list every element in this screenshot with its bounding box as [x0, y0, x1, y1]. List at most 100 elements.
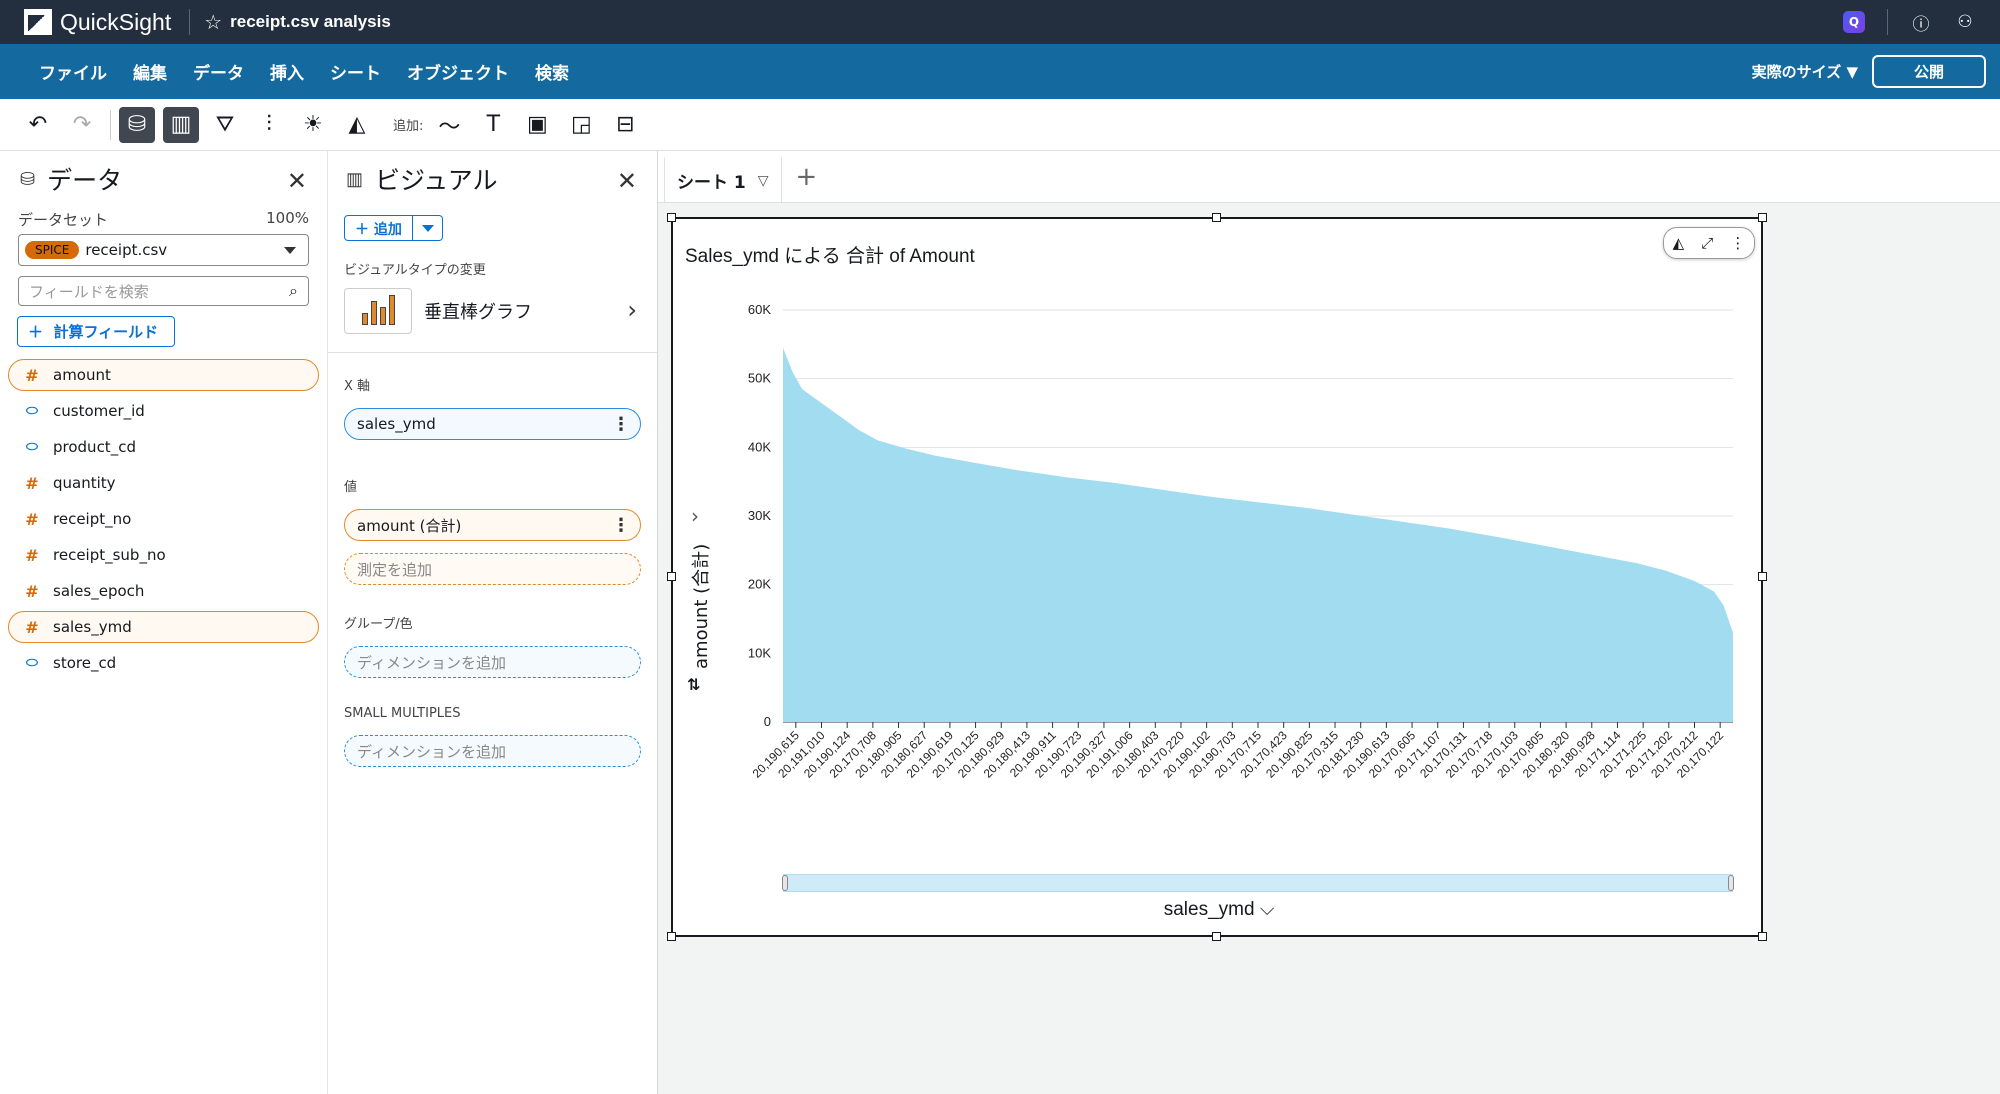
visual-container[interactable]: Sales_ymd による 合計 of Amount ◭ ⤢ ⋮ › amoun…	[671, 217, 1763, 937]
insight-add-icon[interactable]: ◲	[570, 112, 592, 137]
field-item-sales-ymd[interactable]: # sales_ymd	[8, 611, 319, 643]
x-axis-title[interactable]: sales_ymd ⌵	[673, 899, 1765, 921]
resize-handle[interactable]	[1212, 213, 1221, 222]
chevron-down-icon[interactable]: ▽	[757, 172, 769, 189]
redo-icon[interactable]: ↷	[72, 112, 92, 137]
field-item-amount[interactable]: # amount	[8, 359, 319, 391]
field-item-sales-epoch[interactable]: # sales_epoch	[8, 575, 319, 607]
y-tick-label: 10K	[748, 645, 771, 660]
field-label: receipt_no	[53, 510, 132, 528]
menu-item[interactable]: シート	[330, 64, 381, 84]
x-axis-well[interactable]: sales_ymd ⋮	[344, 408, 641, 440]
chevron-down-icon[interactable]: ⌵	[1259, 899, 1275, 920]
visual-panel-title: ビジュアル	[375, 167, 498, 195]
add-visual-label: 追加	[373, 222, 402, 238]
chevron-right-icon[interactable]: ›	[691, 504, 699, 528]
menu-item[interactable]: 挿入	[270, 64, 304, 84]
spice-badge: SPICE	[25, 241, 80, 259]
dataset-label: データセット	[18, 211, 109, 229]
sheet-tab-label: シート 1	[677, 173, 746, 193]
calc-field-button[interactable]: ＋ 計算フィールド	[17, 316, 175, 347]
menu-item[interactable]: データ	[193, 64, 244, 84]
field-search-input[interactable]: フィールドを検索 ⌕	[18, 276, 309, 306]
tab-sheet-1[interactable]: シート 1 ▽	[664, 156, 782, 202]
small-multiples-label: SMALL MULTIPLES	[344, 706, 461, 721]
y-tick-label: 50K	[748, 371, 771, 386]
analysis-title[interactable]: receipt.csv analysis	[230, 12, 391, 31]
kebab-icon[interactable]: ⋮	[1730, 234, 1746, 252]
resize-handle[interactable]	[667, 572, 676, 581]
vertical-bar-chart-icon	[344, 288, 412, 334]
line-chart-icon[interactable]: 〜	[438, 114, 461, 140]
measure-icon: #	[25, 365, 39, 385]
app-name: QuickSight	[60, 8, 172, 35]
visual-type-selector[interactable]: 垂直棒グラフ ›	[344, 288, 641, 334]
image-icon[interactable]: ▣	[526, 112, 548, 137]
chevron-down-icon: ▼	[1846, 63, 1858, 81]
sort-icon[interactable]: ⇅	[687, 675, 701, 694]
resize-handle[interactable]	[1758, 572, 1767, 581]
scroll-handle-right[interactable]	[1728, 875, 1734, 891]
resize-handle[interactable]	[1758, 213, 1767, 222]
user-icon[interactable]: ⚇	[1957, 12, 1973, 32]
database-icon[interactable]: ⛁	[119, 106, 155, 143]
insights-icon[interactable]: ☀	[303, 112, 323, 137]
filter-icon[interactable]: ⛛	[215, 112, 235, 137]
menu-item[interactable]: 検索	[535, 64, 569, 84]
close-icon[interactable]: ✕	[616, 167, 637, 195]
divider	[1887, 9, 1888, 35]
menu-item[interactable]: ファイル	[39, 64, 107, 84]
data-panel-title: データ	[47, 167, 123, 195]
field-item-receipt-no[interactable]: # receipt_no	[8, 503, 319, 535]
expand-icon[interactable]: ⤢	[1701, 234, 1714, 252]
change-type-label: ビジュアルタイプの変更	[344, 263, 486, 278]
size-label: 実際のサイズ	[1751, 63, 1842, 81]
dimension-icon: ⬭	[26, 403, 38, 419]
small-multiples-well[interactable]: ディメンションを追加	[344, 735, 641, 767]
resize-handle[interactable]	[1758, 932, 1767, 941]
assistant-icon[interactable]: Q	[1843, 11, 1865, 33]
add-sheet-icon[interactable]: +	[795, 162, 818, 192]
quicksight-logo[interactable]: QuickSight	[24, 9, 171, 36]
text-icon[interactable]: T	[486, 112, 501, 137]
field-item-product-cd[interactable]: ⬭ product_cd	[8, 431, 319, 463]
data-panel: ⛁ データ ✕ データセット 100% SPICE receipt.csv フィ…	[0, 151, 328, 1094]
add-visual-button[interactable]: ＋ 追加	[344, 215, 657, 241]
embed-icon[interactable]: ⊟	[616, 112, 635, 137]
star-icon[interactable]: ☆	[204, 10, 223, 34]
menu-item[interactable]: オブジェクト	[407, 64, 509, 84]
insight-icon[interactable]: ◭	[1672, 234, 1685, 252]
add-measure-well[interactable]: 測定を追加	[344, 553, 641, 585]
help-icon[interactable]: ⓘ	[1912, 14, 1930, 35]
field-label: quantity	[53, 474, 116, 492]
dataset-select[interactable]: SPICE receipt.csv	[18, 234, 309, 266]
y-tick-label: 60K	[748, 302, 771, 317]
value-well[interactable]: amount (合計) ⋮	[344, 509, 641, 541]
kebab-icon[interactable]: ⋮	[612, 515, 630, 536]
size-dropdown[interactable]: 実際のサイズ ▼	[1752, 61, 1858, 82]
group-well[interactable]: ディメンションを追加	[344, 646, 641, 678]
field-item-store-cd[interactable]: ⬭ store_cd	[8, 647, 319, 679]
controls-icon[interactable]: ⫶	[266, 112, 272, 137]
themes-icon[interactable]: ◭	[348, 112, 366, 137]
x-axis-scrollbar[interactable]	[782, 874, 1734, 892]
kebab-icon[interactable]: ⋮	[612, 414, 630, 435]
undo-icon[interactable]: ↶	[28, 112, 48, 137]
resize-handle[interactable]	[1212, 932, 1221, 941]
visual-icon[interactable]: ▥	[163, 106, 199, 143]
dimension-icon: ⬭	[26, 439, 38, 455]
resize-handle[interactable]	[667, 213, 676, 222]
field-item-customer-id[interactable]: ⬭ customer_id	[8, 395, 319, 427]
scroll-handle-left[interactable]	[782, 875, 788, 891]
add-dropdown-icon[interactable]	[412, 215, 443, 241]
field-item-quantity[interactable]: # quantity	[8, 467, 319, 499]
search-icon: ⌕	[289, 281, 298, 300]
y-tick-label: 30K	[748, 508, 771, 523]
field-list: # amount ⬭ customer_id ⬭ product_cd # quantity #…	[0, 359, 327, 679]
close-icon[interactable]: ✕	[286, 167, 307, 195]
menu-item[interactable]: 編集	[133, 64, 167, 84]
publish-button[interactable]: 公開	[1871, 55, 1986, 88]
field-item-receipt-sub-no[interactable]: # receipt_sub_no	[8, 539, 319, 571]
quicksight-logo-icon	[24, 9, 52, 35]
resize-handle[interactable]	[667, 932, 676, 941]
